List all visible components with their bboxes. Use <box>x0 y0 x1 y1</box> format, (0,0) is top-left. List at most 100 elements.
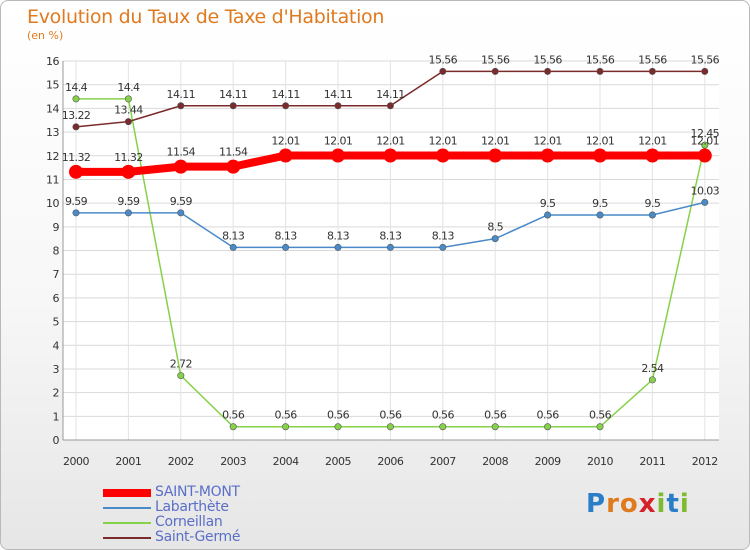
data-point <box>72 209 80 217</box>
x-tick-label: 2007 <box>430 455 456 468</box>
data-label: 14.11 <box>376 88 405 101</box>
data-point <box>177 209 185 217</box>
data-point <box>439 423 447 431</box>
data-point <box>701 141 709 149</box>
data-point <box>648 211 656 219</box>
data-point <box>648 67 656 75</box>
data-label: 0.56 <box>432 409 455 422</box>
data-label: 9.5 <box>645 197 661 210</box>
y-tick-label: 13 <box>46 126 59 139</box>
legend-label: Labarthète <box>155 499 229 515</box>
logo-letter: i <box>679 489 690 519</box>
x-tick-label: 2008 <box>482 455 508 468</box>
data-point <box>386 102 394 110</box>
data-label: 0.56 <box>537 409 560 422</box>
data-label: 14.11 <box>324 88 353 101</box>
y-tick-label: 16 <box>46 55 59 68</box>
data-point <box>173 159 188 174</box>
data-point <box>540 148 555 163</box>
data-point <box>229 102 237 110</box>
data-point <box>544 67 552 75</box>
data-point <box>124 95 132 103</box>
logo-letter: t <box>666 489 680 519</box>
y-tick-label: 4 <box>53 339 60 352</box>
data-label: 8.13 <box>222 229 245 242</box>
x-tick-label: 2002 <box>168 455 194 468</box>
data-point <box>334 243 342 251</box>
y-tick-label: 0 <box>53 434 60 447</box>
data-label: 12.01 <box>481 135 510 148</box>
data-point <box>596 67 604 75</box>
data-label: 15.56 <box>533 53 562 66</box>
data-label: 12.01 <box>586 135 615 148</box>
data-label: 12.01 <box>376 135 405 148</box>
data-label: 0.56 <box>327 409 350 422</box>
data-label: 12.01 <box>324 135 353 148</box>
legend-swatch <box>103 507 151 509</box>
data-point <box>229 243 237 251</box>
data-label: 2.72 <box>170 358 192 371</box>
x-tick-label: 2010 <box>587 455 613 468</box>
data-point <box>229 423 237 431</box>
data-point <box>544 211 552 219</box>
data-point <box>491 423 499 431</box>
y-tick-label: 7 <box>53 268 60 281</box>
data-point <box>697 148 712 163</box>
data-label: 9.5 <box>592 197 608 210</box>
logo-letter: i <box>656 489 667 519</box>
x-tick-label: 2009 <box>535 455 561 468</box>
data-point <box>124 209 132 217</box>
y-tick-label: 11 <box>46 173 59 186</box>
data-label: 12.01 <box>429 135 458 148</box>
data-point <box>334 423 342 431</box>
data-point <box>701 67 709 75</box>
data-label: 8.13 <box>275 229 298 242</box>
y-tick-label: 2 <box>53 387 60 400</box>
data-label: 12.01 <box>691 135 720 148</box>
data-label: 13.44 <box>114 104 143 117</box>
data-point <box>121 164 136 179</box>
legend-label: SAINT-MONT <box>155 484 240 500</box>
data-point <box>596 423 604 431</box>
data-label: 9.59 <box>65 195 88 208</box>
data-point <box>435 148 450 163</box>
y-tick-label: 6 <box>53 292 60 305</box>
data-point <box>278 148 293 163</box>
x-tick-label: 2003 <box>220 455 246 468</box>
data-label: 15.56 <box>638 53 667 66</box>
data-label: 15.56 <box>481 53 510 66</box>
legend-swatch <box>103 522 151 524</box>
data-label: 11.54 <box>219 146 248 159</box>
data-point <box>596 211 604 219</box>
data-point <box>386 243 394 251</box>
data-point <box>439 67 447 75</box>
data-label: 0.56 <box>379 409 402 422</box>
data-label: 11.32 <box>114 151 143 164</box>
data-point <box>72 123 80 131</box>
data-point <box>648 376 656 384</box>
data-label: 12.01 <box>638 135 667 148</box>
data-point <box>124 118 132 126</box>
series-layer <box>69 67 712 431</box>
data-label: 9.59 <box>117 195 140 208</box>
x-tick-label: 2004 <box>273 455 299 468</box>
data-label: 8.13 <box>327 229 350 242</box>
data-point <box>177 372 185 380</box>
data-label: 14.11 <box>219 88 248 101</box>
data-point <box>701 198 709 206</box>
data-label: 0.56 <box>275 409 298 422</box>
y-tick-label: 14 <box>46 102 59 115</box>
data-point <box>491 235 499 243</box>
data-point <box>282 243 290 251</box>
chart-unit-label: (en %) <box>27 29 64 42</box>
data-point <box>544 423 552 431</box>
data-label: 15.56 <box>691 53 720 66</box>
data-point <box>439 243 447 251</box>
data-label: 14.11 <box>167 88 196 101</box>
x-tick-label: 2000 <box>63 455 89 468</box>
proxiti-logo: Proxiti <box>586 489 690 519</box>
legend-swatch <box>103 537 151 539</box>
data-point <box>645 148 660 163</box>
y-tick-label: 1 <box>53 410 60 423</box>
